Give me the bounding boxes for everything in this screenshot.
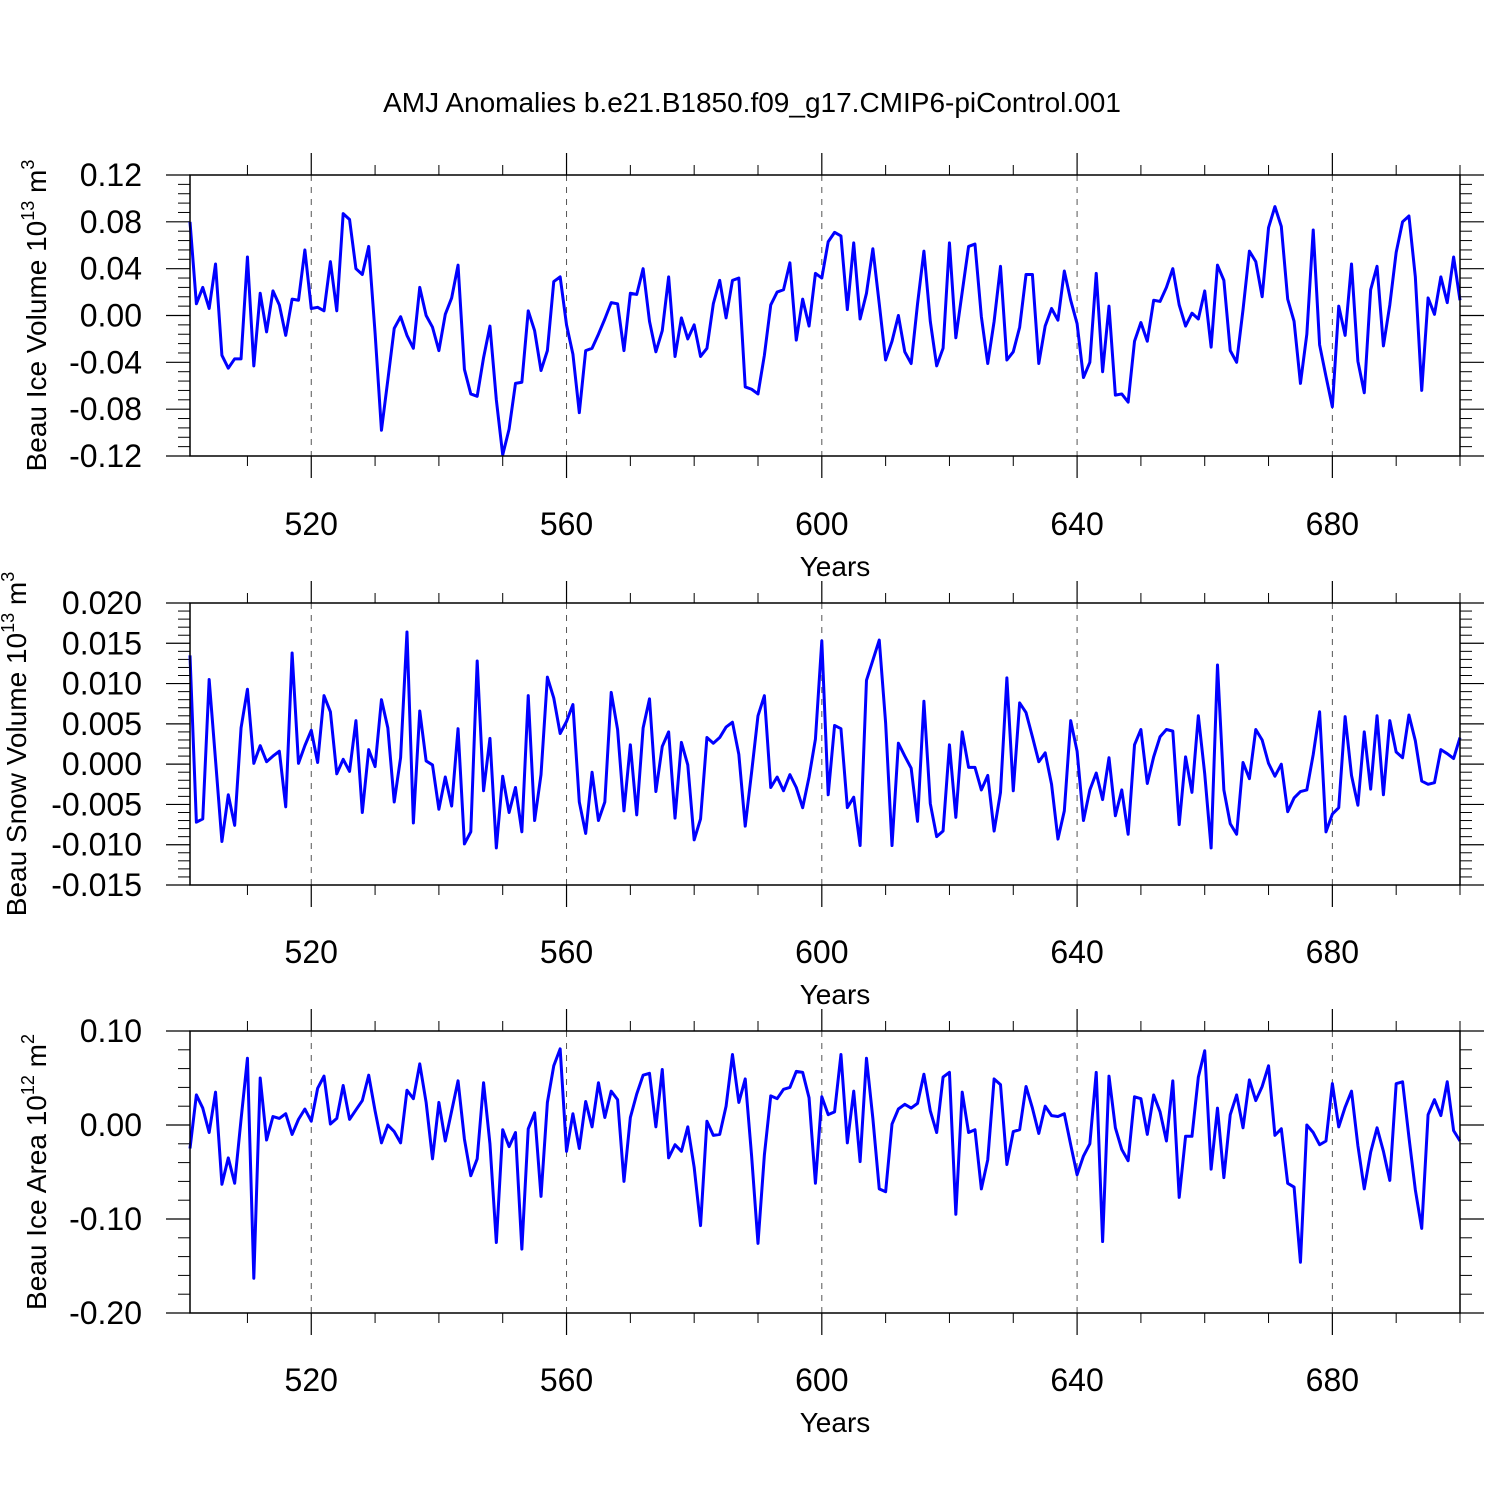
y-axis-label-exponent: 12 [18, 1075, 38, 1095]
y-axis-label-unit: m [1, 582, 32, 613]
y-tick-label: 0.10 [80, 1013, 142, 1049]
y-axis-label-unit-exponent: 3 [0, 572, 18, 582]
x-tick-label: 640 [1050, 934, 1103, 970]
x-tick-label: 680 [1306, 506, 1359, 542]
y-tick-label: 0.00 [80, 298, 142, 334]
x-tick-label: 640 [1050, 1362, 1103, 1398]
x-tick-label: 600 [795, 1362, 848, 1398]
plot-frame [189, 602, 1461, 886]
figure-title: AMJ Anomalies b.e21.B1850.f09_g17.CMIP6-… [383, 87, 1121, 118]
x-tick-label: 560 [540, 506, 593, 542]
y-axis-label-exponent: 13 [0, 613, 18, 633]
y-tick-label: -0.04 [69, 344, 142, 380]
x-tick-label: 640 [1050, 506, 1103, 542]
y-axis-label: Beau Ice Area 1012 m2 [18, 1034, 52, 1310]
y-tick-label: 0.005 [62, 706, 142, 742]
plot-frame [189, 174, 1461, 457]
x-tick-label: 560 [540, 934, 593, 970]
y-tick-label: -0.12 [69, 438, 142, 474]
y-axis-label-unit: m [21, 1044, 52, 1075]
y-tick-label: 0.000 [62, 746, 142, 782]
x-tick-label: 680 [1306, 1362, 1359, 1398]
panel-2: 520 560 600 640 680 -0.015 -0.010 -0.005 0.000 0.… [0, 572, 1484, 1010]
y-axis-label-unit: m [21, 170, 52, 201]
y-axis-label-unit-exponent: 3 [18, 160, 38, 170]
y-tick-label: -0.005 [51, 786, 142, 822]
y-tick-label: 0.020 [62, 585, 142, 621]
y-tick-label: -0.015 [51, 867, 142, 903]
x-tick-label: 600 [795, 934, 848, 970]
x-axis-label: Years [800, 1407, 871, 1438]
plot-frame [189, 1030, 1461, 1314]
y-tick-label: 0.08 [80, 204, 142, 240]
y-axis-label: Beau Ice Volume 1013 m3 [18, 160, 52, 472]
x-tick-label: 520 [285, 506, 338, 542]
x-axis-label: Years [800, 979, 871, 1010]
series-line-beau-ice-area [188, 1047, 1462, 1280]
x-tick-label: 560 [540, 1362, 593, 1398]
y-axis-label-main: Beau Ice Volume 10 [21, 221, 52, 472]
x-tick-label: 680 [1306, 934, 1359, 970]
y-tick-label: -0.10 [69, 1201, 142, 1237]
y-tick-label: 0.12 [80, 157, 142, 193]
y-tick-label: 0.04 [80, 251, 142, 287]
series-line-beau-snow-volume [188, 630, 1462, 850]
y-axis-label-main: Beau Ice Area 10 [21, 1095, 52, 1310]
y-tick-label: -0.010 [51, 827, 142, 863]
x-tick-label: 520 [285, 1362, 338, 1398]
y-tick-label: 0.010 [62, 666, 142, 702]
y-axis-label-exponent: 13 [18, 201, 38, 221]
x-tick-label: 600 [795, 506, 848, 542]
x-tick-label: 520 [285, 934, 338, 970]
panel-1: 520 560 600 640 680 -0.12 -0.08 -0.04 0.00 0.04 0.… [18, 153, 1484, 582]
series-line-beau-ice-volume [188, 205, 1462, 457]
y-tick-label: -0.08 [69, 391, 142, 427]
y-tick-label: 0.00 [80, 1107, 142, 1143]
y-axis-label: Beau Snow Volume 1013 m3 [0, 572, 32, 916]
y-axis-label-unit-exponent: 2 [18, 1034, 38, 1044]
panel-3: 520 560 600 640 680 -0.20 -0.10 0.00 0.10 Years Be… [18, 1009, 1484, 1438]
x-axis-label: Years [800, 551, 871, 582]
panels: 520 560 600 640 680 -0.12 -0.08 -0.04 0.00 0.04 0.… [0, 153, 1484, 1438]
y-axis-label-main: Beau Snow Volume 10 [1, 633, 32, 916]
y-tick-label: -0.20 [69, 1295, 142, 1331]
y-tick-label: 0.015 [62, 625, 142, 661]
